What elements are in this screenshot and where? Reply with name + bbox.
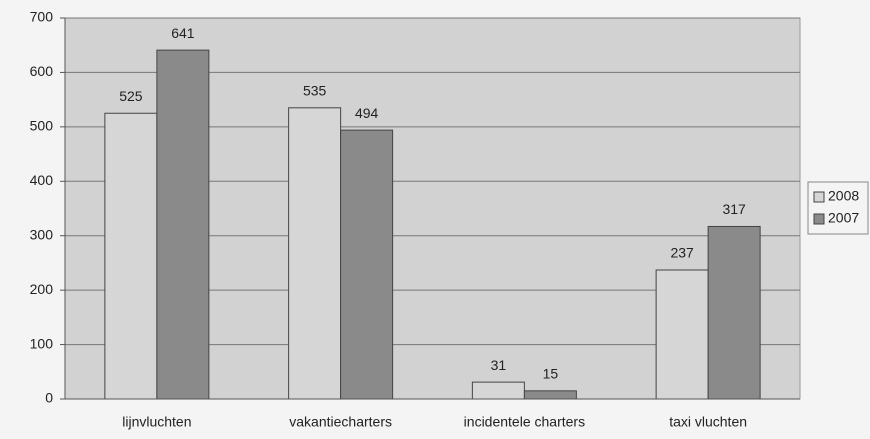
data-label: 525 (119, 88, 143, 104)
y-tick-label: 400 (30, 172, 54, 188)
legend-box (807, 181, 869, 235)
bar (288, 107, 342, 400)
data-label: 15 (543, 366, 559, 382)
data-label: 31 (491, 357, 507, 373)
bar (340, 129, 394, 400)
x-tick-label: lijnvluchten (122, 414, 191, 430)
legend-swatch (813, 213, 825, 225)
y-tick-label: 600 (30, 63, 54, 79)
bar (471, 381, 525, 400)
data-label: 535 (303, 83, 327, 99)
y-tick-label: 500 (30, 118, 54, 134)
legend-label: 2007 (828, 210, 859, 226)
x-tick-label: vakantiecharters (289, 414, 392, 430)
data-label: 237 (670, 245, 694, 261)
y-tick-label: 700 (30, 9, 54, 25)
bar (655, 269, 709, 400)
data-label: 641 (171, 25, 195, 41)
legend-swatch (813, 191, 825, 203)
bar (104, 112, 158, 400)
bar (156, 49, 210, 400)
x-tick-label: incidentele charters (464, 414, 585, 430)
y-tick-label: 200 (30, 281, 54, 297)
x-tick-label: taxi vluchten (669, 414, 747, 430)
legend-label: 2008 (828, 188, 859, 204)
y-tick-label: 100 (30, 335, 54, 351)
data-label: 494 (355, 105, 379, 121)
bar (707, 225, 761, 400)
y-tick-label: 0 (45, 390, 53, 406)
y-tick-label: 300 (30, 226, 54, 242)
bar (523, 390, 577, 400)
data-label: 317 (722, 201, 746, 217)
